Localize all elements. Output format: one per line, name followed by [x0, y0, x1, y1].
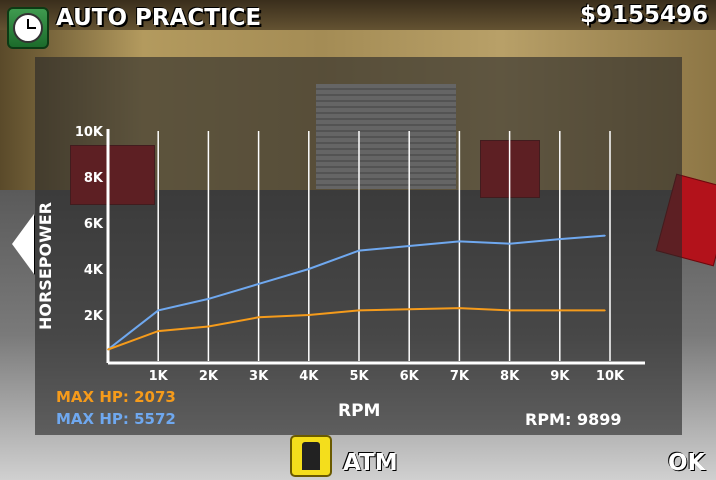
max-hp-orange: MAX HP: 2073 — [56, 388, 176, 406]
x-tick-label: 8K — [500, 369, 520, 384]
x-axis-label: RPM — [338, 401, 381, 421]
x-tick-label: 3K — [249, 369, 269, 384]
data-point — [408, 245, 411, 247]
x-tick-label: 5K — [349, 369, 369, 384]
x-tick-label: 10K — [596, 369, 625, 384]
data-point — [508, 242, 511, 245]
money-display: $9155496 — [579, 2, 708, 28]
rpm-readout: RPM: 9899 — [525, 410, 622, 429]
data-point — [107, 348, 109, 351]
series-line-0 — [107, 234, 606, 351]
data-point — [408, 308, 411, 311]
left-arrow-icon[interactable] — [12, 214, 34, 274]
data-point — [308, 268, 310, 270]
x-tick-label: 2K — [199, 369, 219, 384]
data-point — [157, 330, 159, 332]
data-point — [458, 307, 461, 309]
y-tick-label: 10K — [75, 125, 104, 140]
data-point — [257, 283, 260, 285]
data-point — [308, 314, 310, 316]
data-point — [604, 234, 606, 237]
y-tick-label: 8K — [84, 171, 104, 186]
data-point — [508, 309, 511, 312]
y-tick-label: 6K — [84, 217, 104, 232]
atm-label[interactable]: ATM — [343, 450, 398, 476]
data-point — [559, 309, 561, 312]
data-point — [257, 316, 260, 319]
top-bar: AUTO PRACTICE $9155496 — [0, 0, 716, 49]
y-tick-label: 2K — [84, 309, 104, 324]
x-tick-label: 9K — [550, 369, 570, 384]
x-tick-label: 1K — [149, 369, 169, 384]
y-tick-label: 4K — [84, 263, 104, 278]
data-point — [207, 298, 210, 300]
mode-title: AUTO PRACTICE — [56, 5, 262, 31]
x-tick-label: 7K — [450, 369, 470, 384]
data-point — [358, 249, 360, 252]
max-hp-blue: MAX HP: 5572 — [56, 410, 176, 428]
clock-icon — [7, 7, 49, 49]
ok-button[interactable]: OK — [668, 450, 706, 476]
y-axis-label: HORSEPOWER — [36, 202, 55, 330]
data-point — [358, 309, 360, 312]
atm-button[interactable] — [290, 435, 332, 477]
data-point — [207, 325, 210, 328]
data-point — [604, 309, 606, 312]
atm-machine-icon — [302, 442, 320, 470]
data-point — [458, 240, 461, 243]
data-point — [157, 309, 159, 312]
series-line-1 — [107, 307, 605, 351]
x-tick-label: 4K — [299, 369, 319, 384]
x-tick-label: 6K — [400, 369, 420, 384]
data-point — [559, 238, 561, 240]
